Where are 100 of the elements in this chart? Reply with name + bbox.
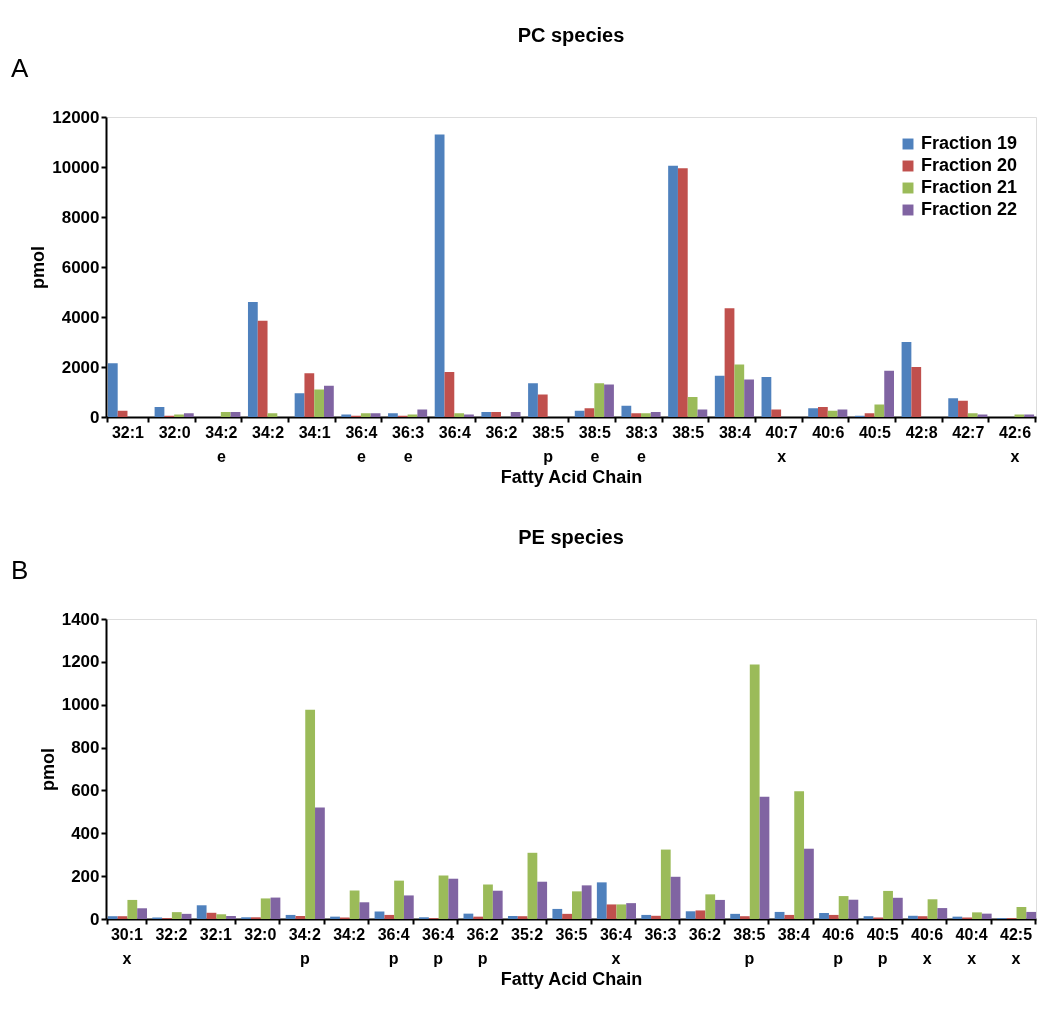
y-tick-label: 600: [71, 780, 100, 800]
bar: [594, 383, 605, 417]
x-tick-label: 36:4 x: [599, 925, 633, 967]
bar: [574, 410, 585, 417]
x-tick-label: 42:6 x: [999, 423, 1032, 465]
bar: [828, 914, 839, 919]
bar: [257, 320, 268, 417]
legend-label: Fraction 22: [921, 199, 1018, 219]
x-tick-label: 40:6 x: [911, 925, 944, 967]
bar: [838, 896, 849, 919]
bar: [394, 880, 404, 919]
bar: [927, 899, 938, 919]
bar: [863, 916, 874, 919]
bar: [967, 413, 978, 417]
bar: [216, 914, 227, 919]
bar: [137, 908, 147, 919]
bar: [604, 384, 614, 417]
x-tick-label: 36:5: [555, 925, 588, 943]
bar: [562, 913, 572, 919]
bar: [181, 913, 192, 919]
x-tick-label: 40:4 x: [955, 925, 988, 967]
bar: [581, 885, 592, 919]
x-tick-label: 38:5 e: [578, 423, 611, 465]
bar: [734, 364, 745, 417]
y-tick-label: 1200: [61, 652, 100, 672]
bar: [670, 876, 681, 919]
bar: [695, 910, 706, 919]
x-tick-label: 30:1 x: [110, 925, 144, 967]
bar: [360, 413, 371, 417]
y-tick-label: 0: [90, 909, 100, 929]
x-tick-label: 42:5 x: [1000, 925, 1033, 967]
x-tick-label: 38:4: [777, 925, 810, 943]
x-tick-label: 36:4 e: [345, 423, 378, 465]
x-tick-label: 32:1: [111, 423, 145, 441]
bar: [220, 412, 231, 417]
bar: [641, 413, 651, 417]
bar: [714, 375, 725, 417]
bar: [730, 913, 741, 919]
bar: [517, 916, 528, 919]
bar: [295, 916, 306, 919]
bar: [874, 404, 885, 417]
bar: [127, 899, 138, 919]
x-tick-label: 36:2: [688, 925, 721, 943]
bar: [230, 412, 241, 417]
bar: [621, 405, 632, 417]
bar: [864, 413, 875, 417]
bar: [759, 796, 770, 919]
x-tick-label: 38:3 e: [625, 423, 658, 465]
x-tick-label: 36:4 p: [422, 925, 455, 967]
legend-label: Fraction 20: [921, 155, 1018, 175]
bar: [650, 412, 661, 417]
bar: [571, 891, 582, 919]
legend-label: Fraction 21: [921, 177, 1018, 197]
bar: [668, 165, 678, 417]
bar: [507, 916, 518, 919]
y-axis-title: pmol: [28, 246, 49, 289]
x-tick-label: 34:2: [252, 423, 285, 441]
bar: [715, 899, 725, 919]
bar: [660, 849, 671, 919]
x-tick-label: 40:5: [858, 423, 892, 441]
bar: [510, 412, 521, 417]
x-tick-label: 42:7: [952, 423, 985, 441]
bar: [972, 912, 982, 919]
chart-title: PC species: [517, 24, 625, 46]
x-tick-label: 36:2 p: [466, 925, 499, 967]
y-tick-label: 800: [71, 738, 100, 758]
text: B: [11, 555, 29, 585]
bar: [697, 409, 708, 417]
x-tick-label: 32:0: [244, 925, 277, 943]
bar: [438, 875, 449, 919]
bar: [247, 302, 258, 417]
bar: [226, 916, 236, 919]
bar: [744, 379, 754, 417]
bar: [171, 912, 182, 919]
y-tick-label: 2000: [61, 357, 100, 377]
bar: [687, 397, 698, 417]
x-tick-label: 42:8: [905, 423, 938, 441]
bar: [641, 914, 652, 919]
bar: [677, 168, 688, 417]
bar: [771, 409, 782, 417]
bar: [848, 899, 859, 919]
bar: [537, 881, 548, 919]
bar: [958, 400, 968, 417]
y-tick-label: 200: [71, 866, 100, 886]
bar: [908, 915, 918, 919]
bar: [388, 413, 398, 417]
x-tick-label: 38:4: [718, 423, 752, 441]
y-axis-title: pmol: [37, 748, 58, 791]
bar: [804, 848, 814, 919]
y-tick-label: 1000: [61, 695, 100, 715]
bar: [818, 407, 828, 417]
bar: [724, 308, 735, 417]
bar: [901, 342, 912, 417]
bar: [417, 409, 428, 417]
bar: [651, 915, 661, 919]
bar: [606, 904, 617, 919]
y-tick-label: 12000: [52, 107, 100, 127]
x-tick-label: 36:3: [644, 925, 677, 943]
bar: [154, 407, 165, 417]
x-tick-label: 34:1: [298, 423, 331, 441]
